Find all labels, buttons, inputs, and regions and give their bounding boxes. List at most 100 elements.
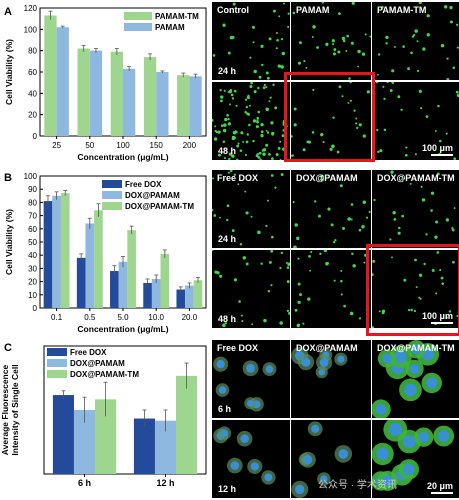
x-tick-label: 0.5: [84, 313, 96, 322]
bar: [189, 76, 202, 136]
micrograph-top-r1-c1: [291, 82, 371, 160]
micrograph-mid-r0-c0: Free DOX 24 h: [212, 170, 290, 248]
bar: [110, 271, 119, 308]
y-tick-label: 40: [28, 251, 37, 260]
micrograph-mid-r1-c0: 48 h: [212, 250, 290, 328]
bar: [89, 50, 103, 136]
bar: [154, 420, 177, 474]
y-tick-label: 0: [33, 132, 38, 141]
micrograph-row-label: 48 h: [218, 314, 237, 324]
micrograph-mid-r1-c2: 100 μm: [372, 250, 459, 328]
micrograph-mid-r1-c1: [291, 250, 371, 328]
micrograph-texture: [292, 2, 371, 80]
bar: [85, 223, 95, 308]
micrograph-mid-r0-c2: DOX@PAMAM-TM: [372, 170, 459, 248]
y-tick-label: 100: [24, 25, 38, 34]
micrograph-column-label: Control: [217, 5, 249, 15]
micrograph-column-label: DOX@PAMAM: [296, 173, 358, 183]
scale-bar: 100 μm: [422, 143, 453, 156]
micrograph-top-r0-c1: PAMAM: [291, 2, 371, 80]
micrograph-texture: [377, 2, 459, 80]
legend-label: Free DOX: [70, 348, 107, 357]
micrograph-bottom-r0-c1: DOX@PAMAM: [291, 340, 371, 418]
bar: [95, 399, 117, 474]
micrograph-texture: [291, 421, 353, 498]
micrograph-texture: [291, 347, 348, 379]
legend-label: DOX@PAMAM: [125, 191, 180, 200]
y-tick-label: 100: [24, 172, 38, 181]
legend-label: DOX@PAMAM: [70, 359, 125, 368]
bar: [193, 280, 203, 308]
x-tick-label: 10.0: [148, 313, 164, 322]
micrograph-bottom-r1-c1: [291, 420, 371, 498]
micrograph-texture: [212, 2, 290, 80]
legend-swatch: [102, 202, 122, 210]
bar: [56, 27, 69, 137]
bar: [110, 51, 123, 136]
y-tick-label: 60: [28, 68, 37, 77]
bar: [44, 15, 57, 136]
bar: [118, 261, 128, 308]
legend-swatch: [47, 370, 67, 378]
bar: [185, 285, 194, 308]
legend-label: Free DOX: [125, 180, 162, 189]
y-tick-label: 70: [28, 212, 37, 221]
micrograph-bottom-r0-c0: Free DOX 6 h: [212, 340, 290, 418]
bar: [76, 257, 86, 308]
micrograph-column-label: DOX@PAMAM-TM: [377, 343, 455, 353]
bar: [77, 48, 90, 136]
x-tick-label: 150: [150, 141, 164, 150]
legend-swatch: [124, 23, 152, 31]
bar: [160, 253, 170, 308]
scale-bar-line: [431, 322, 453, 324]
y-axis-label: Cell Viability (%): [4, 209, 14, 275]
micrograph-texture: [292, 174, 371, 248]
micrograph-bottom-r0-c2: DOX@PAMAM-TM: [372, 340, 459, 418]
micrograph-texture: [213, 426, 276, 485]
micrograph-column-label: Free DOX: [217, 173, 259, 183]
micrograph-texture: [372, 340, 442, 418]
micrograph-texture: [373, 170, 456, 241]
x-tick-label: 20.0: [182, 313, 198, 322]
micrograph-texture: [212, 170, 284, 246]
micrograph-row-label: 12 h: [218, 484, 237, 494]
chart-b: 0 10 20 30 40 50 60 70 80 90 100 Cell Viability (%)…: [4, 172, 207, 334]
bar: [176, 375, 198, 474]
y-tick-label: 50: [28, 238, 37, 247]
legend-label: DOX@PAMAM-TM: [70, 370, 139, 379]
y-tick-label: 0: [33, 304, 38, 313]
x-axis-label: Concentration (μg/mL): [77, 152, 168, 162]
micrograph-texture: [212, 250, 290, 328]
micrograph-bottom-r1-c2: 20 μm: [372, 420, 459, 498]
bar: [127, 230, 136, 308]
bar: [52, 195, 61, 308]
scale-bar-label: 100 μm: [421, 311, 453, 321]
bar: [156, 72, 169, 136]
x-tick-label: 5.0: [117, 313, 129, 322]
legend-label: PAMAM: [155, 23, 185, 32]
chart-a: 0 20 40 60 80 100 120 Cell Viability (%) 25 50 100…: [4, 4, 207, 162]
x-tick-label: 200: [183, 141, 197, 150]
legend-swatch: [47, 348, 67, 356]
micrograph-column-label: DOX@PAMAM: [296, 343, 358, 353]
scale-bar-label: 20 μm: [426, 481, 453, 491]
scale-bar-line: [431, 154, 453, 156]
bar: [143, 57, 157, 136]
micrograph-column-label: PAMAM: [296, 5, 330, 15]
plot-frame: [43, 345, 207, 475]
bar: [123, 68, 136, 136]
y-tick-label: 10: [28, 291, 37, 300]
y-axis-label: Intensity of Single Cell: [10, 364, 20, 455]
y-axis-label: Average Fluorescence: [0, 365, 10, 456]
bar: [52, 395, 74, 474]
panel-letter-a: A: [4, 6, 12, 18]
legend-label: PAMAM-TM: [155, 12, 199, 21]
scale-bar-line: [431, 492, 453, 494]
bar: [60, 193, 70, 308]
panel-letter-b: B: [4, 172, 12, 184]
scale-bar-label: 100 μm: [421, 143, 453, 153]
legend-label: DOX@PAMAM-TM: [125, 202, 194, 211]
y-tick-label: 60: [28, 225, 37, 234]
micrograph-top-r1-c2: 100 μm: [372, 82, 459, 160]
micrograph-texture: [291, 82, 370, 157]
